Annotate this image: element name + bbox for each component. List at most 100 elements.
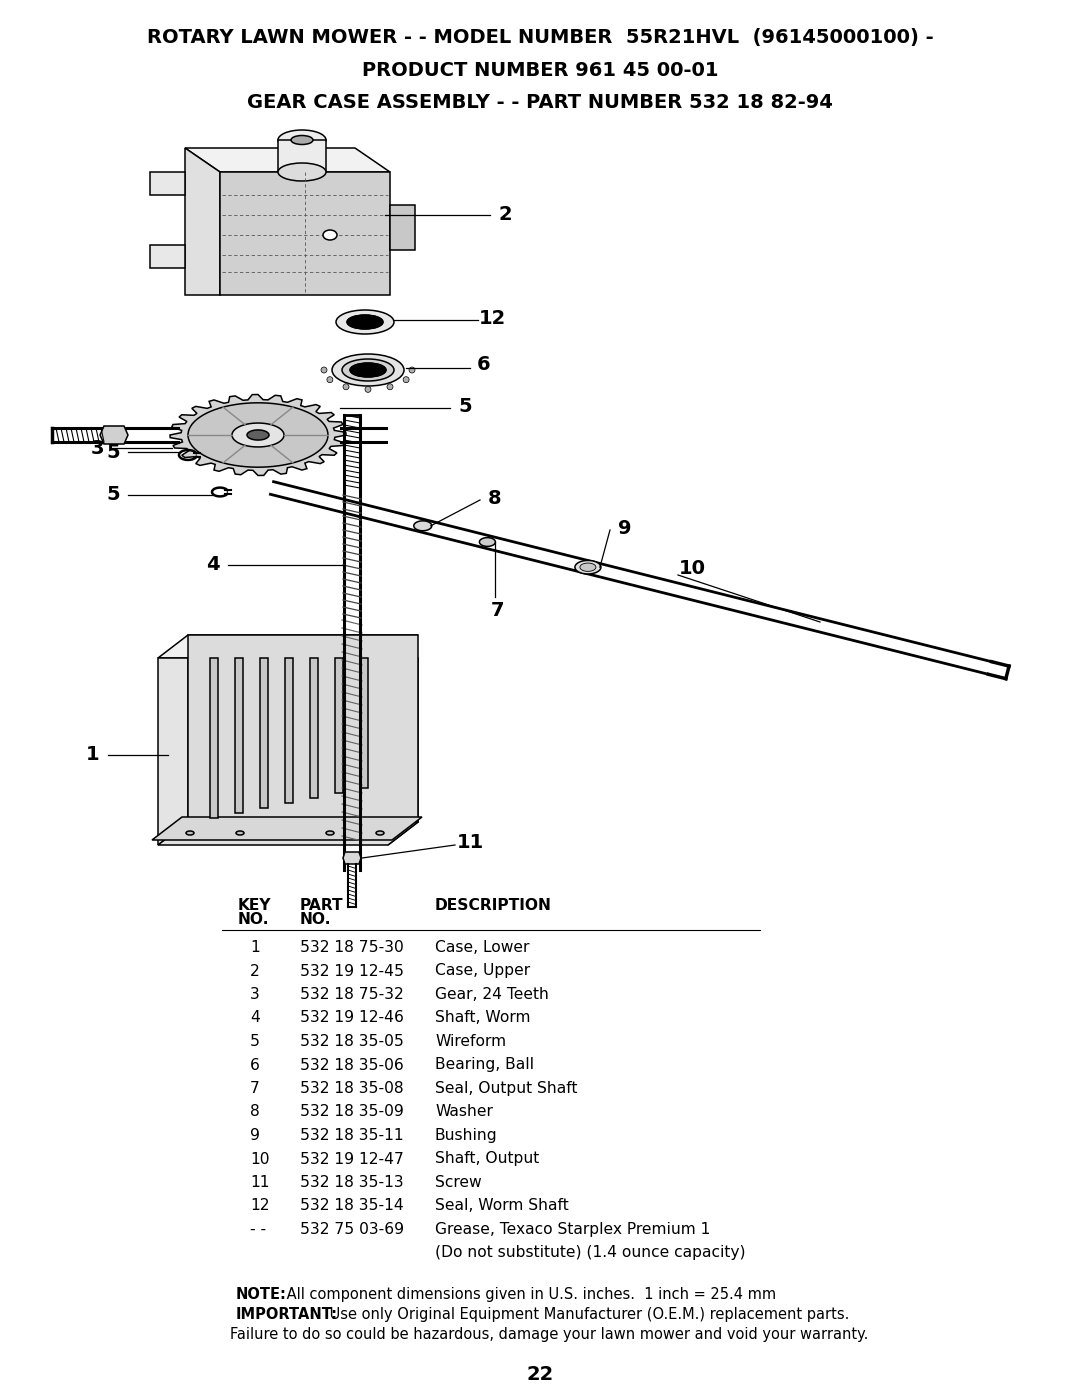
Ellipse shape bbox=[291, 136, 313, 144]
Text: 5: 5 bbox=[249, 1034, 260, 1049]
Text: - -: - - bbox=[249, 1222, 266, 1236]
Text: 1: 1 bbox=[249, 940, 260, 956]
Text: 9: 9 bbox=[249, 1127, 260, 1143]
Ellipse shape bbox=[237, 831, 244, 835]
Text: Bushing: Bushing bbox=[435, 1127, 498, 1143]
Text: DESCRIPTION: DESCRIPTION bbox=[435, 898, 552, 914]
Polygon shape bbox=[100, 426, 129, 444]
Text: 532 18 35-11: 532 18 35-11 bbox=[300, 1127, 404, 1143]
Polygon shape bbox=[414, 521, 432, 531]
Polygon shape bbox=[235, 658, 243, 813]
Text: 532 19 12-45: 532 19 12-45 bbox=[300, 964, 404, 978]
Ellipse shape bbox=[342, 359, 394, 381]
Text: 10: 10 bbox=[249, 1151, 270, 1166]
Text: 10: 10 bbox=[678, 559, 705, 577]
Text: 532 18 35-08: 532 18 35-08 bbox=[300, 1081, 404, 1097]
Ellipse shape bbox=[278, 130, 326, 149]
Circle shape bbox=[343, 384, 349, 390]
Text: 6: 6 bbox=[249, 1058, 260, 1073]
Text: Screw: Screw bbox=[435, 1175, 482, 1190]
Ellipse shape bbox=[186, 831, 194, 835]
Ellipse shape bbox=[350, 363, 386, 377]
Polygon shape bbox=[150, 172, 185, 196]
Polygon shape bbox=[480, 538, 496, 546]
Text: 532 75 03-69: 532 75 03-69 bbox=[300, 1222, 404, 1236]
Text: Bearing, Ball: Bearing, Ball bbox=[435, 1058, 534, 1073]
Text: Wireform: Wireform bbox=[435, 1034, 507, 1049]
Polygon shape bbox=[188, 636, 418, 821]
Polygon shape bbox=[260, 658, 268, 807]
Text: 532 18 35-14: 532 18 35-14 bbox=[300, 1199, 404, 1214]
Text: 6: 6 bbox=[477, 355, 490, 374]
Text: Case, Upper: Case, Upper bbox=[435, 964, 530, 978]
Polygon shape bbox=[220, 172, 390, 295]
Text: Seal, Output Shaft: Seal, Output Shaft bbox=[435, 1081, 578, 1097]
Polygon shape bbox=[360, 658, 368, 788]
Polygon shape bbox=[390, 205, 415, 250]
Text: 2: 2 bbox=[498, 205, 512, 225]
Text: 532 18 35-05: 532 18 35-05 bbox=[300, 1034, 404, 1049]
Text: 8: 8 bbox=[488, 489, 502, 507]
Text: PART: PART bbox=[300, 898, 343, 914]
Polygon shape bbox=[580, 563, 596, 571]
Polygon shape bbox=[285, 658, 293, 803]
Ellipse shape bbox=[336, 310, 394, 334]
Text: PRODUCT NUMBER 961 45 00-01: PRODUCT NUMBER 961 45 00-01 bbox=[362, 60, 718, 80]
Text: 7: 7 bbox=[490, 601, 504, 619]
Polygon shape bbox=[158, 636, 418, 658]
Text: 9: 9 bbox=[618, 518, 632, 538]
Text: 11: 11 bbox=[457, 834, 484, 852]
Text: 532 18 35-06: 532 18 35-06 bbox=[300, 1058, 404, 1073]
Polygon shape bbox=[388, 658, 418, 845]
Circle shape bbox=[321, 367, 327, 373]
Circle shape bbox=[403, 377, 409, 383]
Text: 532 18 35-09: 532 18 35-09 bbox=[300, 1105, 404, 1119]
Text: 532 18 35-13: 532 18 35-13 bbox=[300, 1175, 404, 1190]
Ellipse shape bbox=[350, 363, 386, 377]
Polygon shape bbox=[343, 852, 361, 863]
Ellipse shape bbox=[332, 353, 404, 386]
Text: 5: 5 bbox=[106, 443, 120, 461]
Ellipse shape bbox=[376, 831, 384, 835]
Polygon shape bbox=[210, 658, 218, 819]
Circle shape bbox=[365, 387, 372, 393]
Text: 3: 3 bbox=[91, 439, 104, 457]
Text: 1: 1 bbox=[86, 746, 99, 764]
Text: Shaft, Output: Shaft, Output bbox=[435, 1151, 539, 1166]
Circle shape bbox=[409, 367, 415, 373]
Text: 5: 5 bbox=[106, 486, 120, 504]
Text: 532 19 12-46: 532 19 12-46 bbox=[300, 1010, 404, 1025]
Text: NOTE:: NOTE: bbox=[237, 1287, 287, 1302]
Circle shape bbox=[387, 384, 393, 390]
Polygon shape bbox=[247, 430, 269, 440]
Text: 4: 4 bbox=[206, 556, 220, 574]
Polygon shape bbox=[158, 821, 418, 845]
Text: Shaft, Worm: Shaft, Worm bbox=[435, 1010, 530, 1025]
Text: NO.: NO. bbox=[300, 912, 332, 928]
Text: Seal, Worm Shaft: Seal, Worm Shaft bbox=[435, 1199, 569, 1214]
Polygon shape bbox=[158, 658, 188, 845]
Polygon shape bbox=[575, 560, 600, 574]
Text: Gear, 24 Teeth: Gear, 24 Teeth bbox=[435, 988, 549, 1002]
Text: 3: 3 bbox=[249, 988, 260, 1002]
Polygon shape bbox=[188, 402, 328, 467]
Text: 12: 12 bbox=[478, 309, 505, 327]
Circle shape bbox=[327, 377, 333, 383]
Text: 532 18 75-32: 532 18 75-32 bbox=[300, 988, 404, 1002]
Text: 22: 22 bbox=[526, 1365, 554, 1384]
Text: Use only Original Equipment Manufacturer (O.E.M.) replacement parts.: Use only Original Equipment Manufacturer… bbox=[325, 1308, 849, 1322]
Polygon shape bbox=[335, 658, 343, 793]
Text: 4: 4 bbox=[249, 1010, 260, 1025]
Text: All component dimensions given in U.S. inches.  1 inch = 25.4 mm: All component dimensions given in U.S. i… bbox=[282, 1287, 777, 1302]
Text: Washer: Washer bbox=[435, 1105, 492, 1119]
Polygon shape bbox=[310, 658, 318, 798]
Text: 532 18 75-30: 532 18 75-30 bbox=[300, 940, 404, 956]
Polygon shape bbox=[278, 140, 326, 172]
Polygon shape bbox=[152, 817, 422, 840]
Text: ROTARY LAWN MOWER - - MODEL NUMBER  55R21HVL  (96145000100) -: ROTARY LAWN MOWER - - MODEL NUMBER 55R21… bbox=[147, 28, 933, 47]
Polygon shape bbox=[150, 244, 185, 268]
Text: 11: 11 bbox=[249, 1175, 270, 1190]
Text: KEY: KEY bbox=[238, 898, 271, 914]
Polygon shape bbox=[170, 394, 346, 475]
Ellipse shape bbox=[326, 831, 334, 835]
